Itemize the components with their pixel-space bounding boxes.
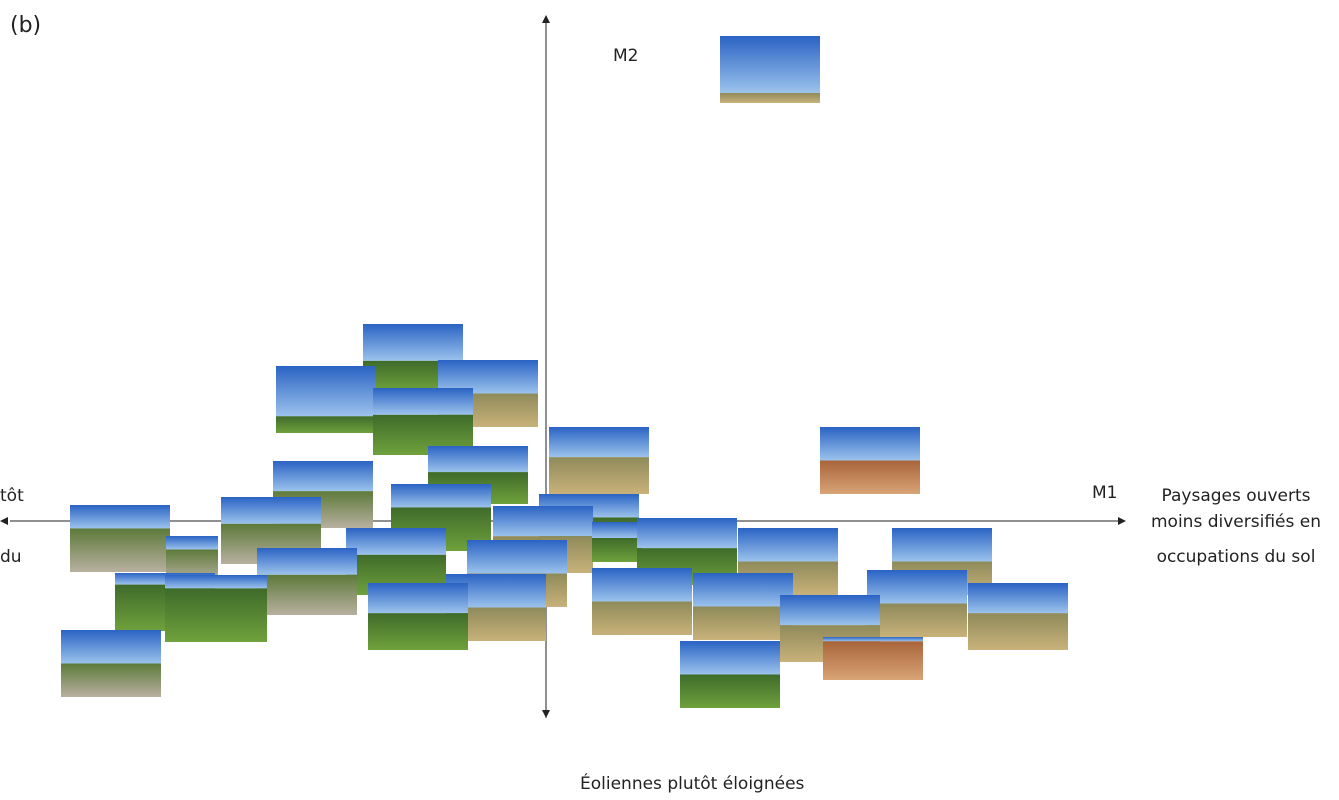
photo (61, 630, 161, 697)
photo-ground (720, 92, 820, 103)
photo-ground (257, 574, 357, 615)
photo-sky (867, 570, 967, 604)
photo-sky (467, 540, 567, 574)
photo-sky (257, 548, 357, 575)
bottom-label: Éoliennes plutôt éloignées (580, 772, 805, 794)
photo-sky (693, 573, 793, 607)
y-arrow-down (542, 710, 550, 718)
photo (221, 497, 321, 564)
left-label: du (0, 547, 22, 567)
photo (693, 573, 793, 640)
photo-ground (368, 613, 468, 650)
photos (61, 36, 1068, 708)
photo-ground (867, 603, 967, 637)
photo-sky (61, 630, 161, 664)
photo-sky (438, 360, 538, 394)
photo-ground (820, 460, 920, 494)
photo (720, 36, 820, 103)
photo-sky (493, 506, 593, 537)
photo-sky (780, 595, 880, 626)
photo-ground (968, 613, 1068, 650)
photo-ground (165, 588, 267, 642)
photo-sky (592, 522, 642, 538)
photo (276, 366, 376, 433)
x-arrow-left (0, 517, 8, 525)
right-label: Paysages ouverts (1162, 486, 1311, 506)
photo (823, 637, 923, 680)
photo-sky (892, 528, 992, 562)
photo-sky (166, 536, 218, 550)
photo-sky (592, 568, 692, 602)
photo (70, 505, 170, 572)
photo-ground (592, 538, 642, 562)
photo-sky (738, 528, 838, 562)
photo (680, 641, 780, 708)
photo-ground (680, 674, 780, 708)
photo-sky (391, 484, 491, 508)
x-axis-label: M1 (1092, 483, 1117, 503)
photo-sky (273, 461, 373, 492)
photo-ground (823, 641, 923, 680)
photo-sky (680, 641, 780, 675)
photo (368, 583, 468, 650)
photo-sky (165, 575, 267, 589)
photo-ground (693, 606, 793, 640)
photo-sky (549, 427, 649, 458)
photo (592, 522, 642, 562)
photo (257, 548, 357, 615)
photo-ground (276, 416, 376, 433)
photo-sky (428, 446, 528, 473)
panel-label: (b) (10, 13, 41, 38)
left-label: tôt (0, 486, 24, 506)
photo-sky (820, 427, 920, 461)
photo-sky (363, 324, 463, 361)
photo-sky (276, 366, 376, 417)
photo-ground (549, 457, 649, 494)
right-label: moins diversifiés en (1151, 512, 1321, 532)
photo-ground (70, 528, 170, 572)
photo-sky (823, 637, 923, 642)
photo (373, 388, 473, 455)
photo-sky (373, 388, 473, 415)
photo (592, 568, 692, 635)
photo (549, 427, 649, 494)
photo-ground (592, 601, 692, 635)
photo-sky (221, 497, 321, 524)
photo-sky (368, 583, 468, 614)
y-axis-label: M2 (613, 46, 638, 66)
photo (968, 583, 1068, 650)
photo-ground (61, 663, 161, 697)
photo-sky (70, 505, 170, 529)
photo-sky (637, 518, 737, 549)
photo-sky (720, 36, 820, 93)
right-label: occupations du sol (1157, 547, 1316, 567)
photo (820, 427, 920, 494)
photo (165, 575, 267, 642)
photo-sky (346, 528, 446, 555)
photo (867, 570, 967, 637)
photo-sky (968, 583, 1068, 614)
